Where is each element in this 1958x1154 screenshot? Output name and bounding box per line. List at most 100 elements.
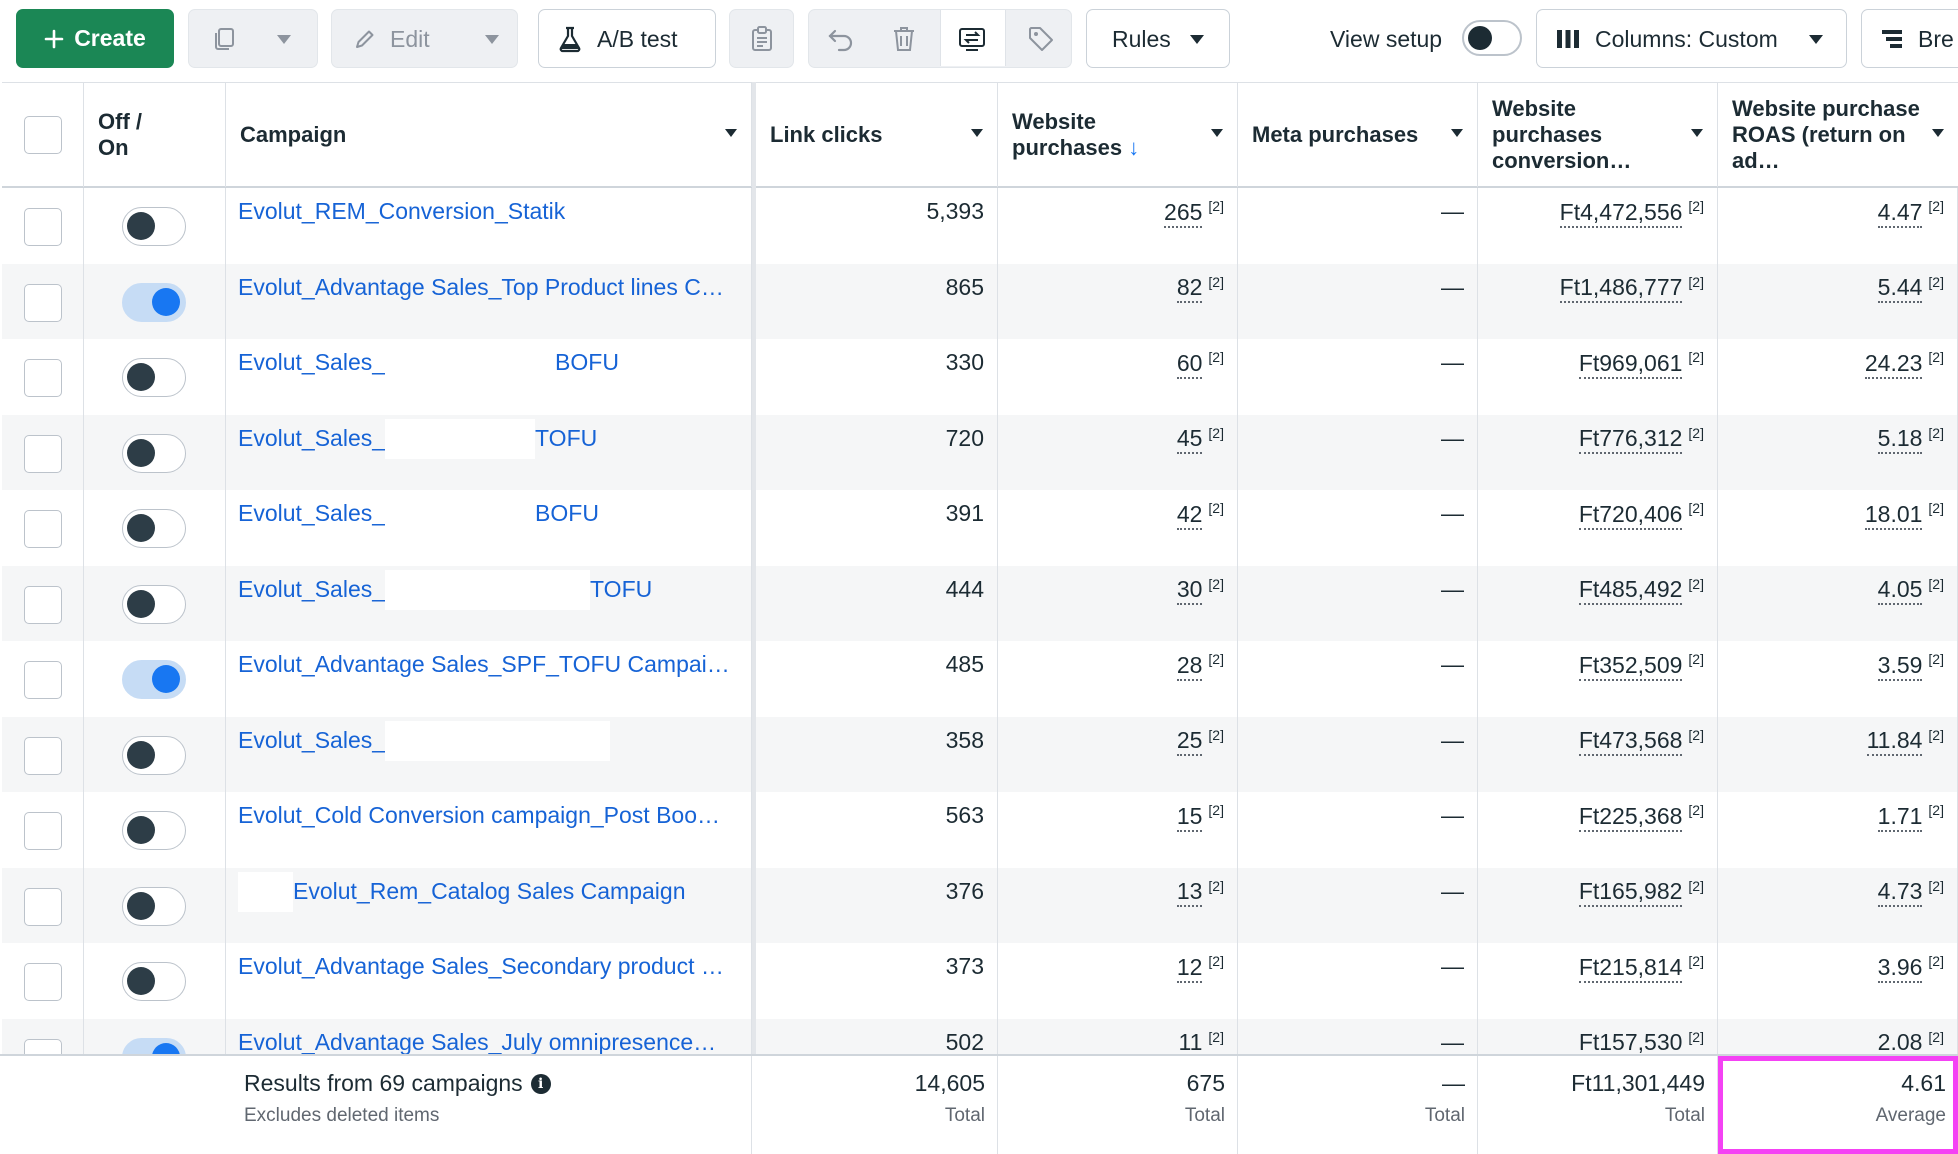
roas-value[interactable]: 4.47 xyxy=(1877,198,1923,228)
roas-value[interactable]: 24.23 xyxy=(1864,349,1923,379)
website-purchases-value[interactable]: 60 xyxy=(1176,349,1203,379)
website-purchases-value[interactable]: 82 xyxy=(1176,274,1203,304)
table-row[interactable]: Evolut_Cold Conversion campaign_Post Boo… xyxy=(2,792,1958,868)
conversion-value-value[interactable]: Ft776,312 xyxy=(1578,425,1683,455)
campaign-toggle[interactable] xyxy=(122,735,186,775)
breakdown-button[interactable]: Bre xyxy=(1861,9,1958,68)
table-row[interactable]: Evolut_REM_Conversion_Statik 5,393 265 [2] —… xyxy=(2,188,1958,264)
campaign-name-link[interactable]: Evolut_Advantage Sales_SPF_TOFU Campai… xyxy=(238,651,730,677)
table-row[interactable]: Evolut_Advantage Sales_SPF_TOFU Campai… 4… xyxy=(2,641,1958,717)
campaign-name-link[interactable]: Evolut_Advantage Sales_Secondary product… xyxy=(238,953,724,979)
table-row[interactable]: Evolut_Advantage Sales_Top Product lines… xyxy=(2,263,1958,339)
row-checkbox[interactable] xyxy=(24,359,62,397)
row-checkbox[interactable] xyxy=(24,963,62,1001)
select-all-checkbox[interactable] xyxy=(24,116,62,154)
roas-value[interactable]: 4.05 xyxy=(1877,576,1923,606)
row-checkbox[interactable] xyxy=(24,434,62,473)
header-roas[interactable]: Website purchase ROAS (return on ad… xyxy=(1718,83,1958,187)
roas-value[interactable]: 5.18 xyxy=(1877,425,1923,455)
campaign-name-suffix[interactable]: Evolut_Rem_Catalog Sales Campaign xyxy=(293,877,686,904)
conversion-value-value[interactable]: Ft4,472,556 xyxy=(1559,198,1683,228)
chevron-down-icon[interactable] xyxy=(725,129,737,137)
row-checkbox[interactable] xyxy=(24,661,62,699)
table-row[interactable]: Evolut_Sales_ TOFU 720 45 [2] — Ft776,312 [2] 5.… xyxy=(2,414,1958,490)
website-purchases-value[interactable]: 30 xyxy=(1176,576,1203,606)
website-purchases-value[interactable]: 13 xyxy=(1176,878,1203,908)
campaign-toggle[interactable] xyxy=(122,1037,186,1054)
campaign-name-link[interactable]: Evolut_Cold Conversion campaign_Post Boo… xyxy=(238,802,720,828)
create-button[interactable]: Create xyxy=(16,9,174,68)
rules-button[interactable]: Rules xyxy=(1086,9,1230,68)
website-purchases-value[interactable]: 15 xyxy=(1176,802,1203,832)
row-checkbox[interactable] xyxy=(24,736,62,775)
row-checkbox[interactable] xyxy=(24,510,62,548)
conversion-value-value[interactable]: Ft720,406 xyxy=(1578,500,1683,530)
swap-icon[interactable] xyxy=(957,25,987,53)
website-purchases-value[interactable]: 42 xyxy=(1176,500,1203,530)
undo-icon[interactable] xyxy=(827,26,855,52)
conversion-value-value[interactable]: Ft473,568 xyxy=(1578,727,1683,757)
roas-value[interactable]: 3.96 xyxy=(1877,953,1923,983)
website-purchases-value[interactable]: 25 xyxy=(1176,727,1203,757)
website-purchases-value[interactable]: 12 xyxy=(1176,953,1203,983)
header-link-clicks[interactable]: Link clicks xyxy=(756,83,998,187)
campaign-name-link[interactable]: Evolut_Advantage Sales_July omnipresence… xyxy=(238,1028,717,1055)
tag-icon[interactable] xyxy=(1027,25,1055,53)
info-icon[interactable]: i xyxy=(530,1073,551,1094)
conversion-value-value[interactable]: Ft485,492 xyxy=(1578,576,1683,606)
table-row[interactable]: Evolut_Sales_ TOFU 444 30 [2] — Ft485,492 [2] 4.… xyxy=(2,565,1958,641)
conversion-value-value[interactable]: Ft157,530 xyxy=(1578,1029,1683,1054)
row-checkbox[interactable] xyxy=(24,208,62,246)
row-checkbox[interactable] xyxy=(24,585,62,624)
chevron-down-icon[interactable] xyxy=(1932,129,1944,137)
roas-value[interactable]: 3.59 xyxy=(1877,651,1923,681)
roas-value[interactable]: 5.44 xyxy=(1877,274,1923,304)
campaign-toggle[interactable] xyxy=(122,584,186,624)
table-row[interactable]: Evolut_Advantage Sales_Secondary product… xyxy=(2,943,1958,1019)
header-conversion-value[interactable]: Website purchases conversion… xyxy=(1478,83,1718,187)
campaign-name-suffix[interactable]: TOFU xyxy=(535,424,598,451)
campaign-toggle[interactable] xyxy=(122,207,186,246)
conversion-value-value[interactable]: Ft969,061 xyxy=(1578,349,1683,379)
website-purchases-value[interactable]: 11 xyxy=(1178,1029,1203,1054)
table-row[interactable]: Evolut_Sales_ BOFU 391 42 [2] — Ft720,406 [2] 18… xyxy=(2,490,1958,566)
campaign-name-link[interactable]: Evolut_Sales_ xyxy=(238,500,386,526)
header-meta-purchases[interactable]: Meta purchases xyxy=(1238,83,1478,187)
campaign-toggle[interactable] xyxy=(122,509,186,548)
conversion-value-value[interactable]: Ft165,982 xyxy=(1578,878,1683,908)
campaign-name-suffix[interactable]: BOFU xyxy=(535,500,599,526)
chevron-down-icon[interactable] xyxy=(1691,129,1703,137)
website-purchases-value[interactable]: 45 xyxy=(1176,425,1203,455)
campaign-toggle[interactable] xyxy=(122,358,186,397)
chevron-down-icon[interactable] xyxy=(971,129,983,137)
header-campaign[interactable]: Campaign xyxy=(226,83,752,187)
chevron-down-icon[interactable] xyxy=(1211,129,1223,137)
row-checkbox[interactable] xyxy=(24,283,62,322)
duplicate-button[interactable] xyxy=(188,9,318,68)
campaign-name-link[interactable]: Evolut_Sales_ xyxy=(238,349,386,375)
conversion-value-value[interactable]: Ft225,368 xyxy=(1578,802,1683,832)
copy-button[interactable] xyxy=(729,9,794,68)
row-checkbox[interactable] xyxy=(24,812,62,850)
table-row[interactable]: Evolut_Advantage Sales_July omnipresence… xyxy=(2,1018,1958,1055)
campaign-toggle[interactable] xyxy=(122,433,186,473)
campaign-name-suffix[interactable]: BOFU xyxy=(555,349,619,375)
trash-icon[interactable] xyxy=(891,25,917,53)
table-row[interactable]: Evolut_Sales_ BOFU 330 60 [2] — Ft969,061 [2] 24… xyxy=(2,339,1958,415)
table-row[interactable]: Evolut_Sales_ 358 25 [2] — Ft473,568 [2] 11.84 [… xyxy=(2,716,1958,792)
campaign-toggle[interactable] xyxy=(122,811,186,850)
conversion-value-value[interactable]: Ft1,486,777 xyxy=(1559,274,1683,304)
roas-value[interactable]: 1.71 xyxy=(1877,802,1923,832)
header-website-purchases[interactable]: Website purchases ↓ xyxy=(998,83,1238,187)
row-checkbox[interactable] xyxy=(24,1038,62,1054)
campaign-name-suffix[interactable]: TOFU xyxy=(590,575,653,602)
roas-value[interactable]: 2.08 xyxy=(1877,1029,1923,1054)
conversion-value-value[interactable]: Ft215,814 xyxy=(1578,953,1683,983)
roas-value[interactable]: 18.01 xyxy=(1864,500,1923,530)
chevron-down-icon[interactable] xyxy=(1451,129,1463,137)
ab-test-button[interactable]: A/B test xyxy=(538,9,716,68)
view-setup-toggle[interactable] xyxy=(1462,20,1522,56)
campaign-toggle[interactable] xyxy=(122,660,186,699)
website-purchases-value[interactable]: 28 xyxy=(1176,651,1203,681)
table-row[interactable]: Evolut_Rem_Catalog Sales Campaign 376 13 [2… xyxy=(2,867,1958,943)
